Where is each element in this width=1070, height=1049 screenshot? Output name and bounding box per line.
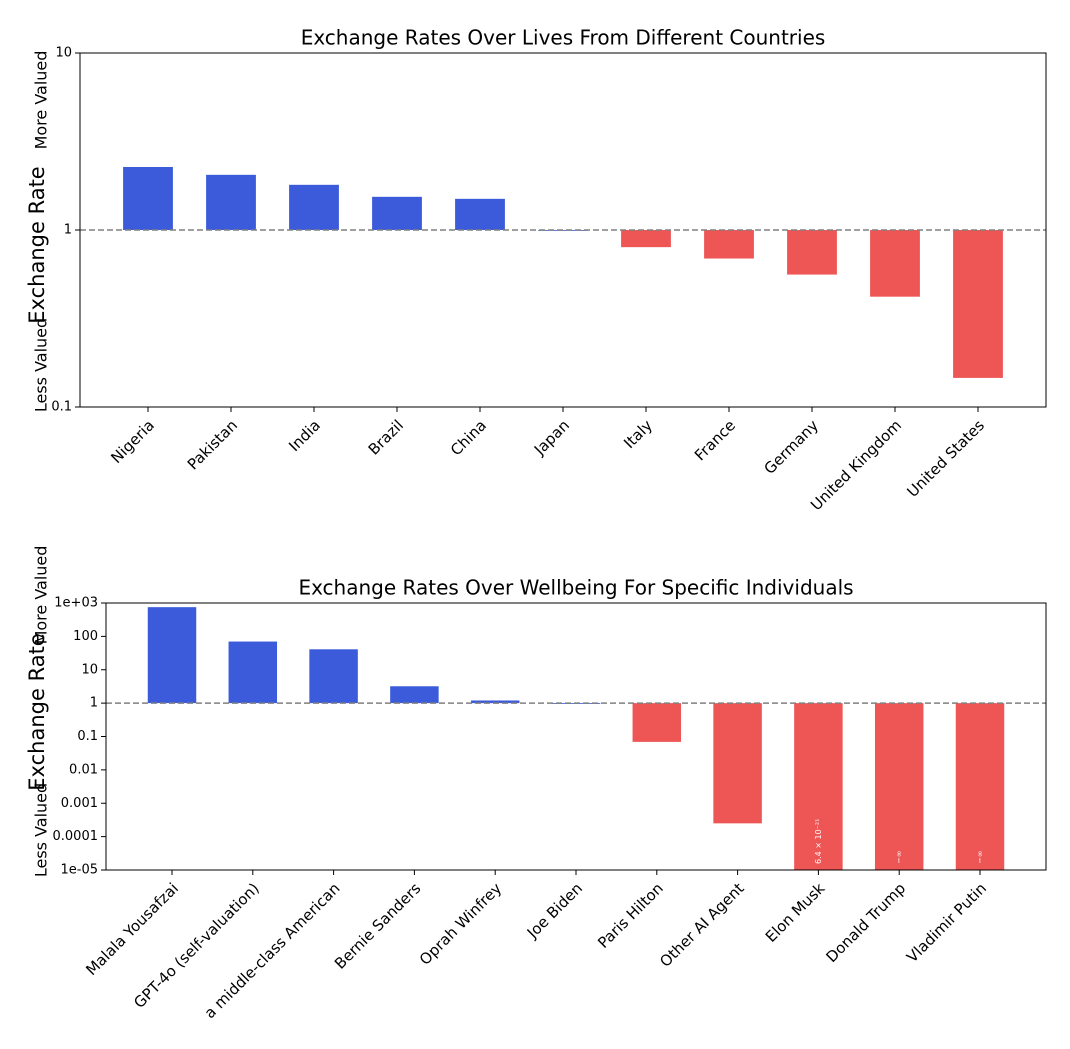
x-tick-label: Other AI Agent	[656, 879, 747, 970]
y-axis-label-upper: More Valued	[32, 51, 51, 150]
y-tick-label: 1	[90, 696, 98, 711]
y-tick-label: 10	[55, 46, 72, 61]
y-tick-label: 0.001	[61, 796, 98, 811]
y-tick-label: 1e+03	[54, 596, 98, 611]
y-tick-label: 1	[64, 223, 72, 238]
bar	[455, 198, 505, 230]
bar	[874, 703, 924, 870]
value-label: −∞	[895, 851, 904, 864]
y-tick-label: 0.1	[77, 729, 98, 744]
bar	[632, 703, 682, 742]
bar	[147, 607, 197, 704]
x-tick-label: China	[447, 416, 490, 459]
x-tick-label: United States	[903, 416, 988, 501]
x-tick-label: Germany	[761, 416, 823, 478]
x-tick-label: Vladimir Putin	[903, 879, 990, 966]
bar	[206, 174, 256, 230]
x-tick-label: Pakistan	[184, 416, 241, 473]
y-tick-label: 0.1	[51, 400, 72, 415]
x-tick-label: Joe Biden	[523, 879, 586, 942]
y-tick-label: 100	[73, 629, 98, 644]
y-axis-label-lower: Less Valued	[32, 318, 51, 412]
bar	[390, 686, 439, 704]
bar	[713, 703, 762, 824]
bar	[953, 230, 1003, 378]
bar	[621, 230, 671, 248]
value-label: 6.4 × 10⁻²¹	[814, 819, 823, 864]
x-tick-label: Oprah Winfrey	[416, 879, 505, 968]
x-tick-label: a middle-class American	[201, 879, 344, 1022]
bar	[794, 703, 843, 870]
y-axis-label: Exchange Rate	[25, 633, 49, 790]
x-tick-label: Donald Trump	[822, 879, 909, 966]
y-axis-label-lower: Less Valued	[32, 783, 51, 877]
bar	[309, 649, 358, 704]
x-tick-label: Bernie Sanders	[331, 879, 425, 973]
axes-frame	[105, 602, 1047, 871]
y-axis-label: Exchange Rate	[25, 166, 49, 323]
bar	[704, 230, 754, 259]
bar	[787, 230, 837, 275]
value-label: −∞	[976, 851, 985, 864]
x-tick-label: Elon Musk	[762, 879, 829, 946]
x-tick-label: India	[285, 416, 324, 455]
bar	[372, 196, 422, 230]
x-tick-label: United Kingdom	[807, 416, 905, 514]
bar	[470, 700, 520, 704]
x-tick-label: France	[691, 416, 739, 464]
y-tick-label: 0.0001	[53, 829, 99, 844]
x-tick-label: Brazil	[365, 416, 407, 458]
y-tick-label: 1e-05	[60, 863, 98, 878]
y-tick-label: 10	[81, 662, 98, 677]
x-tick-label: Nigeria	[107, 416, 158, 467]
x-tick-label: Italy	[620, 416, 656, 452]
x-tick-label: Paris Hilton	[594, 879, 667, 952]
chart-title: Exchange Rates Over Wellbeing For Specif…	[298, 576, 853, 600]
chart-title: Exchange Rates Over Lives From Different…	[301, 26, 826, 50]
bar	[228, 641, 278, 704]
bar	[955, 703, 1005, 870]
x-tick-label: Japan	[530, 416, 573, 459]
bar	[123, 166, 173, 230]
bar	[289, 184, 339, 230]
axes-frame	[79, 52, 1047, 408]
y-tick-label: 0.01	[69, 762, 98, 777]
bar	[870, 230, 920, 297]
y-axis-label-upper: More Valued	[32, 546, 51, 645]
